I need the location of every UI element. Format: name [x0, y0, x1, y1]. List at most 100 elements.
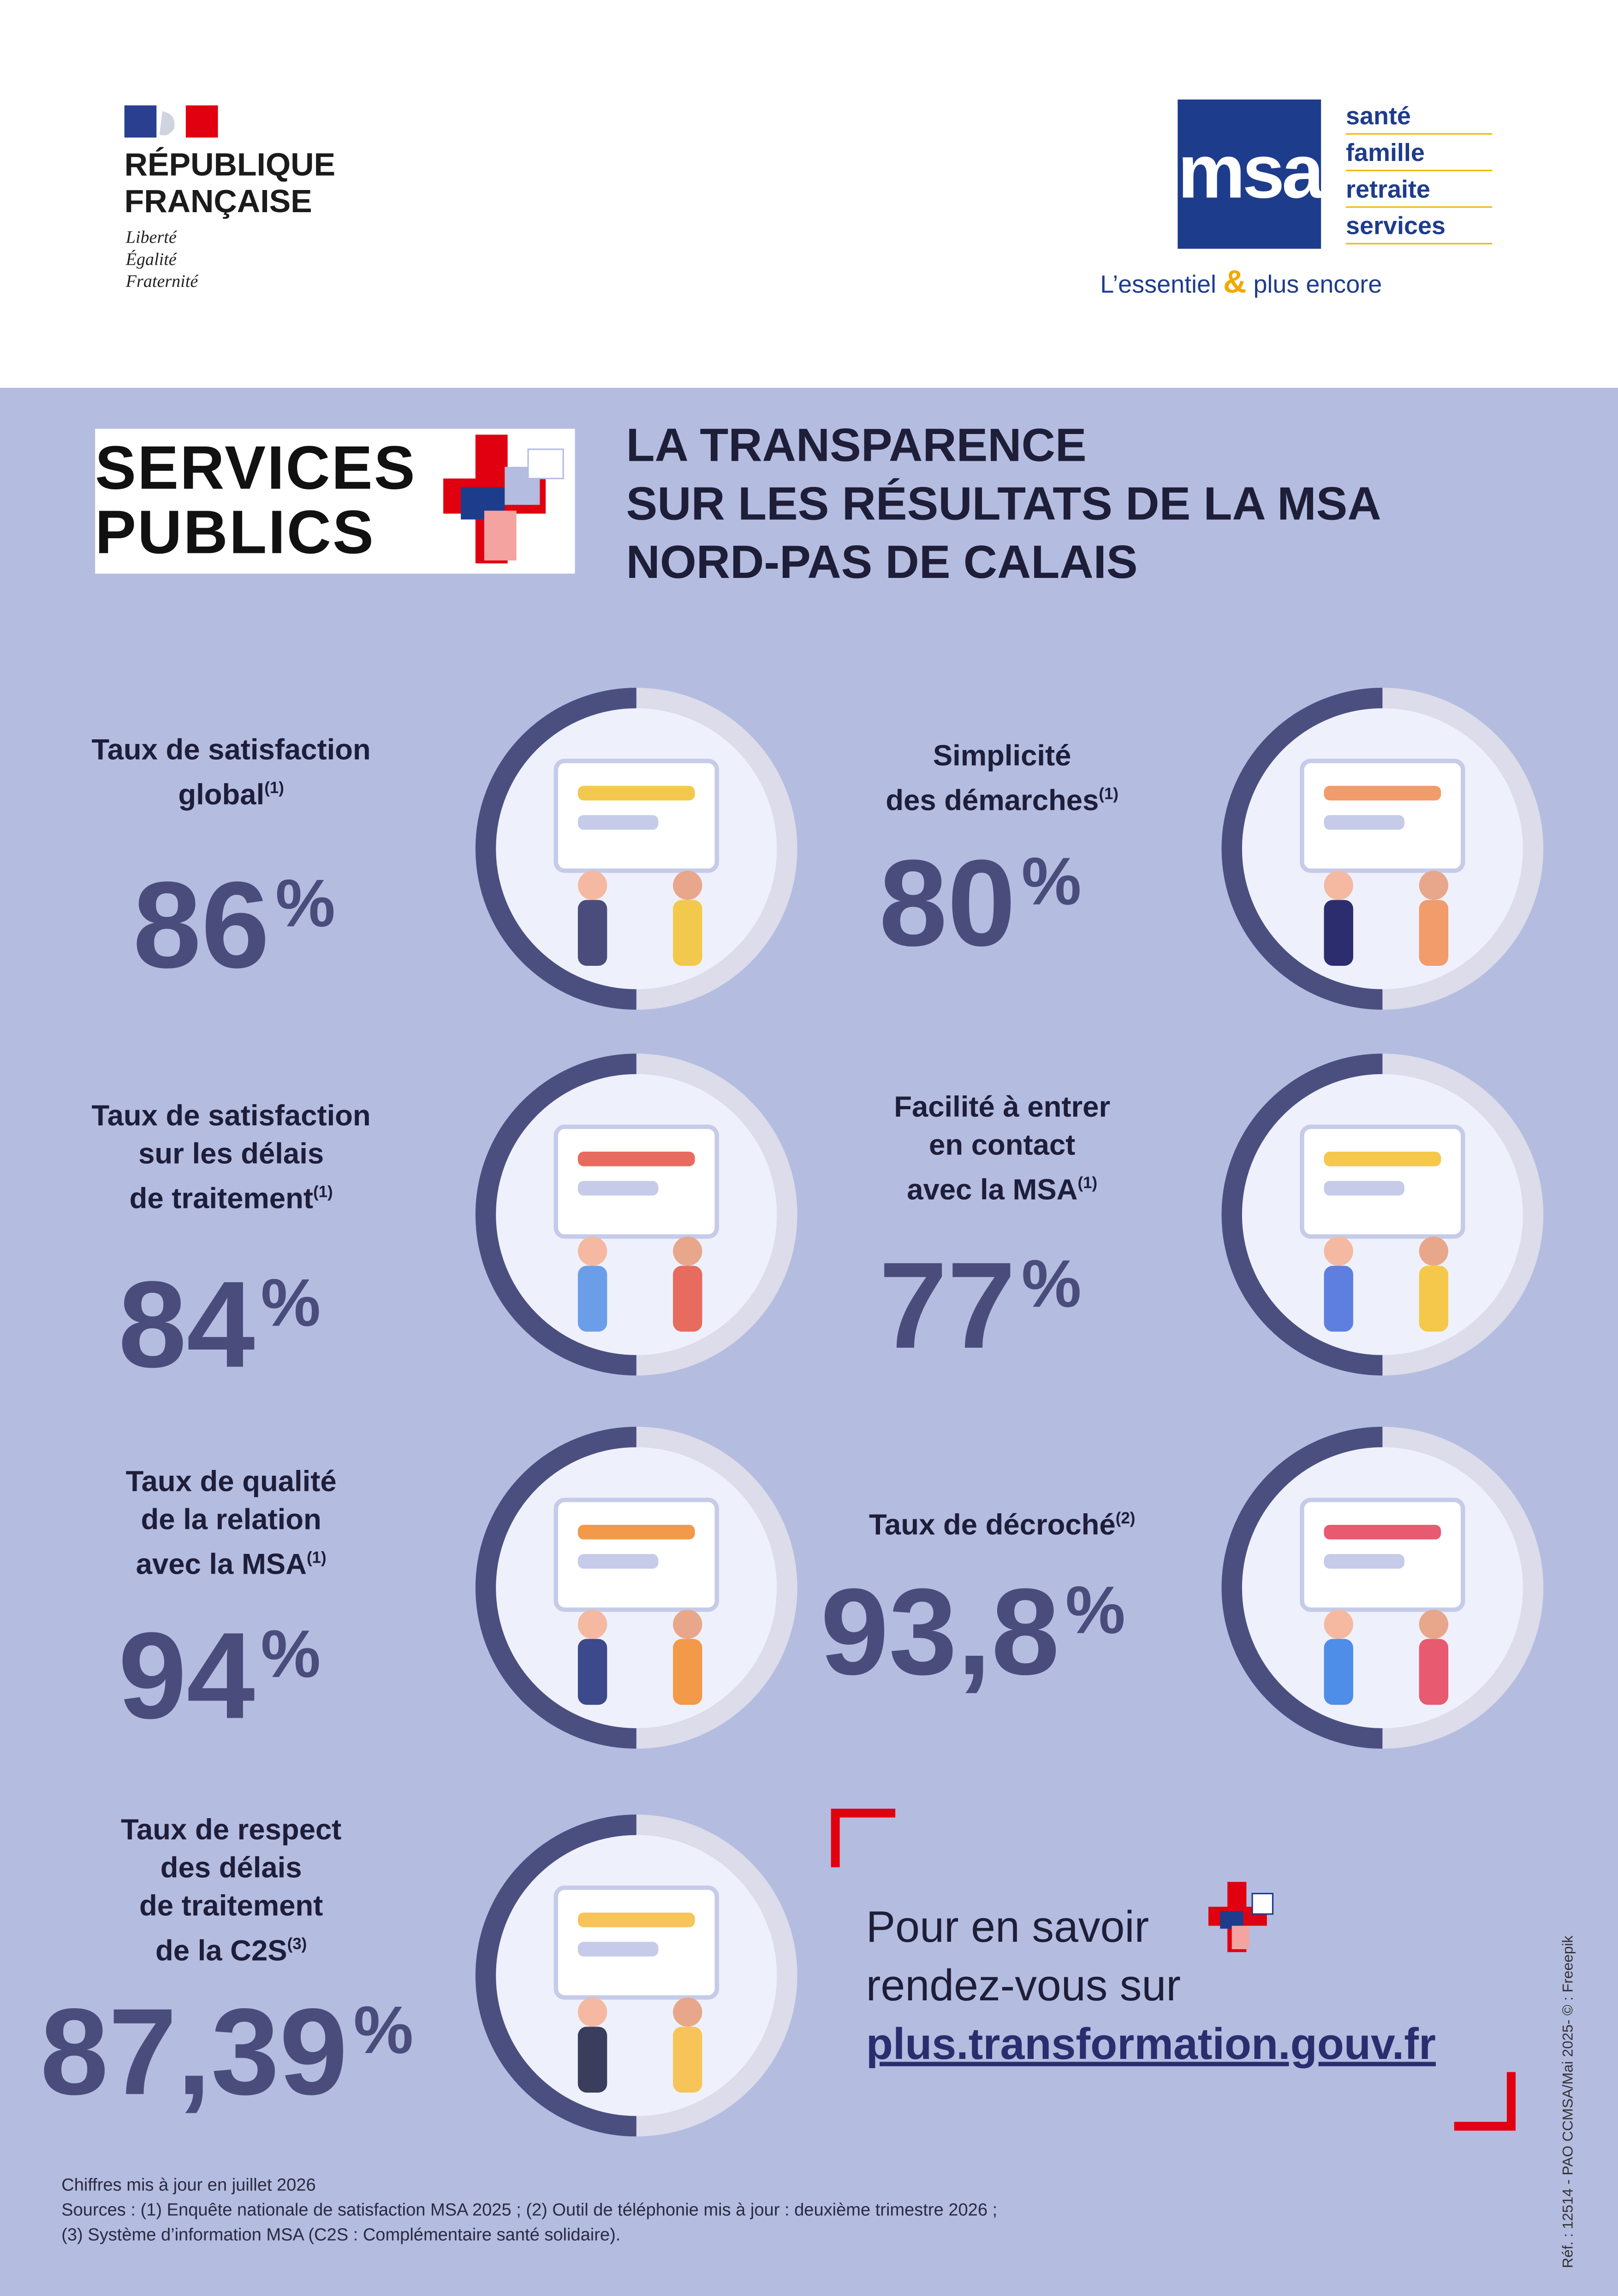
title-line: SUR LES RÉSULTATS DE LA MSA — [626, 477, 1381, 530]
stat-label: Facilité à entrer en contact avec la MSA(1… — [797, 1089, 1207, 1209]
illus-person-body — [577, 900, 607, 966]
ring-dark — [475, 1427, 636, 1749]
illus-person-body — [1419, 900, 1449, 966]
illus-person-head — [577, 1236, 607, 1266]
illus-person-body — [1324, 900, 1353, 966]
stat-label-text: de la relation — [141, 1504, 321, 1537]
stat-label-text: en contact — [929, 1130, 1076, 1162]
illus-bar — [1324, 1554, 1404, 1569]
illustration — [1221, 1427, 1544, 1749]
stat-label: Simplicité des démarches(1) — [797, 738, 1207, 821]
stat-label: Taux de décroché(2) — [797, 1500, 1207, 1545]
illustration — [475, 1053, 797, 1376]
stat-value: 93,8% — [680, 1548, 1266, 1693]
msa-tagline: services — [1346, 209, 1493, 244]
stat-label-line: de traitement(1) — [26, 1174, 436, 1219]
illus-person-body — [1324, 1639, 1353, 1705]
illustration — [475, 688, 797, 1010]
illustration — [475, 1427, 797, 1749]
stat-label-text: des délais — [160, 1852, 302, 1885]
badge-text: PUBLICS — [95, 497, 375, 566]
illus-person-head — [673, 1997, 702, 2027]
stat-label-text: des démarches — [886, 785, 1099, 818]
stat-value: 84% — [0, 1241, 512, 1386]
footer-line: (3) Système d’information MSA (C2S : Com… — [61, 2224, 621, 2245]
illus-bar — [1324, 1181, 1404, 1196]
badge-text: SERVICES — [95, 433, 416, 502]
illus-person-body — [577, 2027, 607, 2093]
illus-person-body — [673, 2027, 702, 2093]
stat-number: 86 — [133, 856, 270, 994]
stat-number: 87,39 — [40, 1983, 348, 2121]
cta-link[interactable]: plus.transformation.gouv.fr — [866, 2021, 1436, 2070]
stat-note: (3) — [287, 1936, 307, 1954]
stat-label-text: Facilité à entrer — [894, 1091, 1111, 1124]
stat-number: 93,8 — [820, 1563, 1060, 1701]
stat-label-line: en contact — [797, 1127, 1207, 1165]
stat-label-text: Taux de satisfaction — [91, 1100, 371, 1133]
illustration — [1221, 688, 1544, 1010]
illus-bar — [577, 1181, 659, 1196]
stat-note: (2) — [1115, 1510, 1136, 1528]
msa-tagline: santé — [1346, 100, 1493, 135]
stat-number: 80 — [879, 834, 1016, 972]
illus-person-head — [673, 1236, 702, 1266]
stat-value: 87,39% — [0, 1968, 519, 2113]
illus-bar — [577, 1554, 659, 1569]
illus-person-head — [1324, 870, 1353, 900]
stat-value: 80% — [688, 820, 1273, 964]
marianne-flag — [124, 105, 218, 138]
illus-bar — [1324, 815, 1404, 830]
ring-dark — [475, 688, 636, 1010]
illus-bar — [577, 1912, 695, 1927]
stat-value: 94% — [0, 1592, 512, 1737]
motto: Liberté — [125, 226, 177, 248]
republique-line: RÉPUBLIQUE — [124, 146, 336, 183]
illus-person-head — [1324, 1236, 1353, 1266]
title-line: LA TRANSPARENCE — [626, 418, 1087, 471]
stat-unit: % — [261, 1264, 321, 1341]
stat-label-line: Simplicité — [797, 738, 1207, 775]
corner-bracket — [1454, 2072, 1516, 2131]
stat-label-line: avec la MSA(1) — [26, 1540, 436, 1584]
stat-unit: % — [1065, 1571, 1125, 1648]
stat-label-line: Taux de respect — [26, 1812, 436, 1850]
reference: Réf. : 12514 - PAO CCMSA/Mai 2025- © : F… — [1561, 1935, 1577, 2268]
stat-label-text: global — [178, 779, 265, 812]
stat-label-line: Taux de qualité — [26, 1463, 436, 1501]
illustration — [1221, 1053, 1544, 1376]
stat-label-text: Taux de décroché — [868, 1510, 1116, 1542]
stat-label: Taux de respect des délais de traitement de… — [26, 1812, 436, 1971]
illus-bar — [1324, 785, 1441, 801]
stat-label-line: Taux de satisfaction — [26, 732, 436, 769]
illus-bar — [577, 815, 659, 830]
stat-label-text: Taux de respect — [120, 1814, 342, 1847]
stat-unit: % — [261, 1615, 321, 1692]
illus-person-body — [673, 1639, 702, 1705]
illus-person-body — [1419, 1266, 1449, 1332]
stat-label-text: de traitement — [139, 1891, 323, 1923]
stat-value: 86% — [0, 841, 527, 987]
stat-unit: % — [1021, 1245, 1082, 1321]
illus-person-body — [673, 900, 702, 966]
illus-person-head — [1419, 1236, 1449, 1266]
stat-label: Taux de qualité de la relation avec la MSA… — [26, 1463, 436, 1584]
stat-label-line: de traitement — [26, 1888, 436, 1926]
stat-label-text: de traitement — [129, 1183, 313, 1216]
footer-line: Chiffres mis à jour en juillet 2026 — [61, 2174, 316, 2195]
illus-bar — [577, 1524, 695, 1540]
stat-number: 84 — [118, 1255, 255, 1393]
msa-tagline: famille — [1346, 136, 1493, 172]
motto: Fraternité — [125, 270, 198, 291]
illus-person-body — [1324, 1266, 1353, 1332]
illus-person-head — [1419, 870, 1449, 900]
stat-unit: % — [353, 1992, 414, 2068]
stat-unit: % — [1021, 843, 1082, 919]
stat-label-line: de la C2S(3) — [26, 1926, 436, 1970]
cta-line: rendez-vous sur — [866, 1962, 1181, 2011]
stat-label-text: Taux de qualité — [125, 1466, 337, 1499]
stat-label: Taux de satisfaction sur les délais de tra… — [26, 1098, 436, 1219]
stat-label-line: global(1) — [26, 770, 436, 815]
illus-person-head — [577, 1609, 607, 1639]
